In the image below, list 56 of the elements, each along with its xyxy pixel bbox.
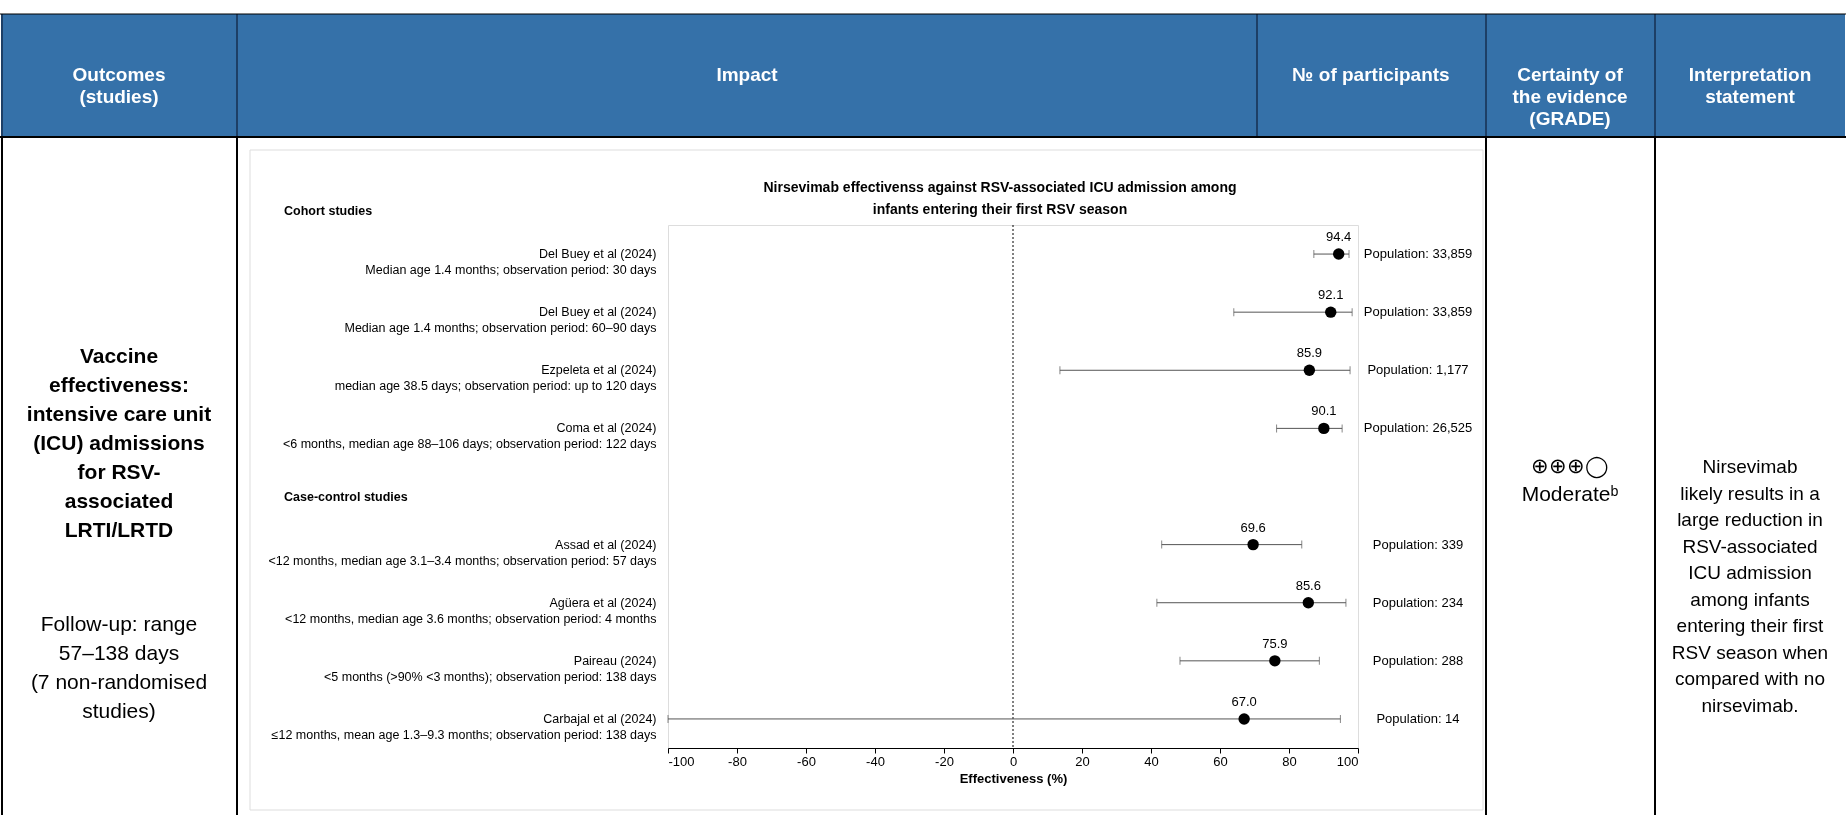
x-tick-label: 40 — [1144, 753, 1159, 769]
point — [1302, 597, 1315, 609]
x-tick-label: -80 — [728, 753, 747, 769]
point — [1332, 248, 1345, 260]
text: Nirsevimab likely results in a large reduction in RSV-associated ICU admission among infants entering their first RSV season when compared with no nirsevimab. — [1671, 456, 1829, 716]
y-tick-label: Del Buey et al (2024) Median age 1.4 months; observation period: 30 days — [365, 247, 657, 278]
y-tick-label: Del Buey et al (2024) Median age 1.4 months; observation period: 60–90 days — [344, 305, 657, 336]
data-label: 85.6 — [1295, 577, 1321, 593]
text: Population: 288 — [1372, 652, 1464, 668]
y-tick-label: Ezpeleta et al (2024) median age 38.5 days; observation period: up to 120 days — [334, 363, 657, 394]
x-tick-label: -40 — [866, 753, 885, 769]
text: ⊕⊕⊕◯ Moderateᵇ — [1521, 454, 1619, 505]
text: Population: 26,525 — [1363, 420, 1473, 436]
data-label: 85.9 — [1296, 345, 1323, 361]
x-tick-label: -20 — [935, 753, 954, 769]
text: № of participants — [1292, 64, 1450, 85]
chart-title: Nirsevimab effectivenss against RSV-associated ICU admission among infants entering their first RSV season — [763, 179, 1237, 217]
y-tick-label: Agüera et al (2024) <12 months, median age 3.6 months; observation period: 4 months — [285, 595, 657, 626]
x-tick-label: 100 — [1336, 753, 1359, 769]
point — [1318, 422, 1330, 435]
text: Impact — [716, 64, 779, 85]
data-label: 67.0 — [1231, 693, 1257, 709]
x-tick-label: -60 — [797, 753, 816, 769]
y-tick-label: Coma et al (2024) <6 months, median age 88–106 days; observation period: 122 days — [282, 421, 657, 452]
x-tick-label: 20 — [1075, 753, 1090, 769]
text: Outcomes (studies) — [72, 64, 166, 107]
data-label: 75.9 — [1262, 635, 1288, 651]
text: Vaccine effectiveness: intensive care unit (ICU) admissions for RSV- associated LRTI/LRTD — [26, 344, 212, 541]
data-label: 92.1 — [1318, 287, 1344, 303]
y-tick-label: Carbajal et al (2024) ≤12 months, mean age 1.3–9.3 months; observation period: 138 days — [271, 711, 657, 742]
point — [1303, 364, 1316, 376]
text: Population: 339 — [1372, 536, 1464, 552]
x-tick-label: 0 — [1009, 753, 1018, 769]
text: Population: 234 — [1372, 594, 1464, 610]
y-tick-label: Assad et al (2024) <12 months, median age 3.1–3.4 months; observation period: 57 days — [268, 537, 657, 568]
text: Population: 1,177 — [1367, 362, 1469, 378]
point — [1247, 538, 1259, 551]
text: Case-control studies — [284, 490, 408, 504]
x-tick-label: 60 — [1213, 753, 1228, 769]
point — [1325, 306, 1337, 318]
x-axis-title: Effectiveness (%) — [959, 770, 1068, 786]
data-label: 69.6 — [1240, 519, 1266, 535]
text: Certainty of the evidence (GRADE) — [1512, 64, 1628, 129]
data-label: 90.1 — [1311, 403, 1337, 419]
y-tick-label: Paireau (2024) <5 months (>90% <3 months); observation period: 138 days — [324, 653, 657, 684]
text: Population: 14 — [1376, 710, 1460, 726]
text: Population: 33,859 — [1363, 246, 1473, 262]
x-tick-label: 80 — [1282, 753, 1297, 769]
text: Cohort studies — [284, 204, 373, 218]
x-tick-label: -100 — [668, 753, 695, 769]
data-label: 94.4 — [1326, 229, 1352, 245]
point — [1269, 655, 1281, 667]
point — [1238, 713, 1250, 725]
text: Population: 33,859 — [1363, 304, 1473, 320]
text: Follow-up: range 57–138 days (7 non-randomised studies) — [30, 612, 208, 722]
text: Interpretation statement — [1688, 64, 1812, 107]
